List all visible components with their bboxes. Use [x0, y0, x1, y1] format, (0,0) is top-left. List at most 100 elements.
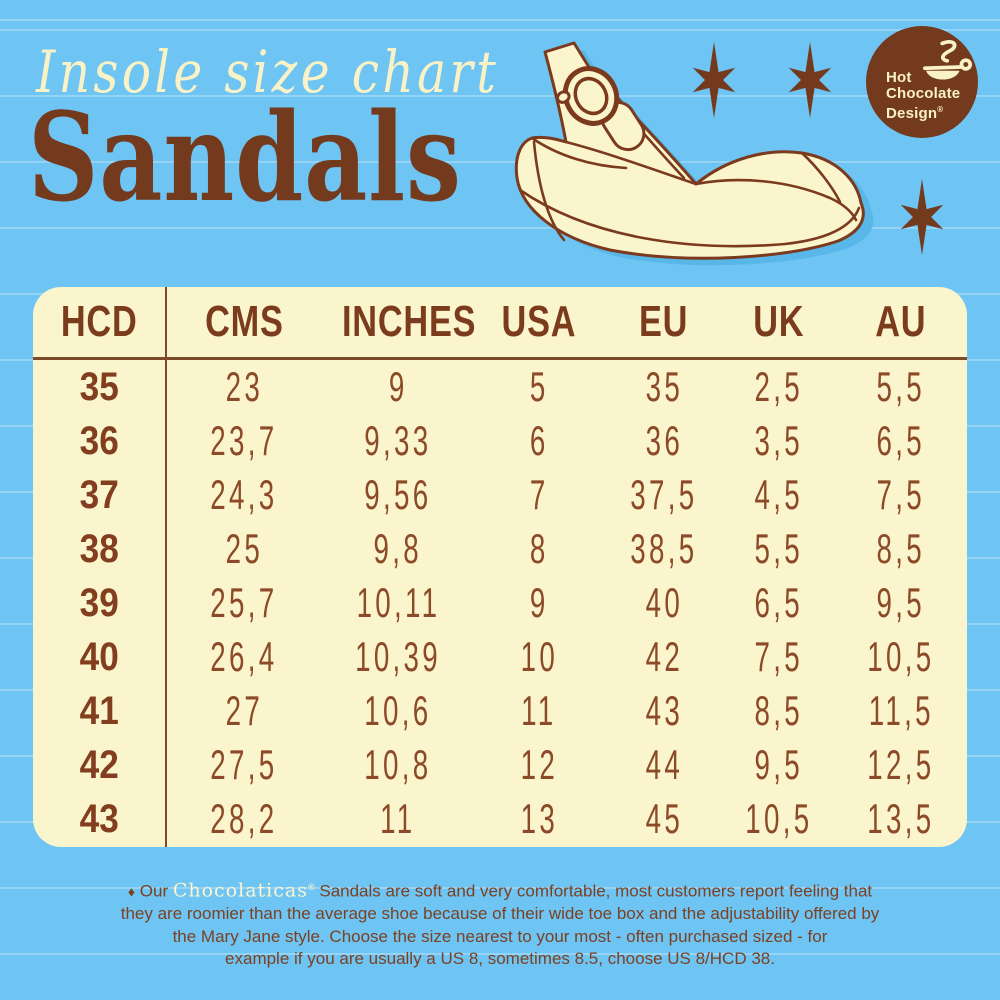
size-value-cell: 10,6 [364, 687, 432, 734]
table-row: 42 27,5 10,8 12 44 9,5 12,5 [33, 738, 967, 792]
size-value-cell: 8,5 [876, 525, 926, 572]
footer-line-4: example if you are usually a US 8, somet… [225, 949, 775, 969]
size-value-cell: 3,5 [754, 417, 804, 464]
size-value-cell: 8,5 [754, 687, 804, 734]
hcd-size-cell: 41 [79, 688, 119, 733]
size-value-cell: 37,5 [630, 471, 698, 518]
registered-mark: ® [937, 105, 944, 114]
size-value-cell: 38,5 [630, 525, 698, 572]
registered-mark: ® [307, 882, 315, 892]
size-value-cell: 35 [645, 363, 683, 410]
sparkle-star-icon [692, 41, 736, 119]
size-value-cell: 9,33 [364, 417, 432, 464]
size-value-cell: 24,3 [210, 471, 278, 518]
size-value-cell: 27 [225, 687, 263, 734]
size-value-cell: 10,39 [355, 633, 441, 680]
footer-note: ♦ Our Chocolaticas® Sandals are soft and… [0, 876, 1000, 971]
size-value-cell: 9,56 [364, 471, 432, 518]
table-row: 37 24,3 9,56 7 37,5 4,5 7,5 [33, 468, 967, 522]
size-value-cell: 10 [520, 633, 558, 680]
hcd-size-cell: 37 [79, 472, 119, 517]
size-value-cell: 28,2 [210, 795, 278, 842]
size-value-cell: 25 [225, 525, 263, 572]
sparkle-star-icon [900, 178, 944, 256]
size-value-cell: 36 [645, 417, 683, 464]
brand-chocolaticas: Chocolaticas [172, 879, 308, 902]
hot-chocolate-cup-icon [923, 39, 972, 80]
footer-line-1: ♦ Our Chocolaticas® Sandals are soft and… [0, 876, 1000, 903]
size-table-body: 35 23 9 5 35 2,5 5,5 36 23,7 9,33 6 36 3,5 6,5 37 24,3 9… [33, 360, 967, 846]
table-row: 41 27 10,6 11 43 8,5 11,5 [33, 684, 967, 738]
sparkle-star-icon [788, 41, 832, 119]
table-row: 38 25 9,8 8 38,5 5,5 8,5 [33, 522, 967, 576]
size-value-cell: 8 [529, 525, 549, 572]
table-row: 35 23 9 5 35 2,5 5,5 [33, 360, 967, 414]
table-row: 36 23,7 9,33 6 36 3,5 6,5 [33, 414, 967, 468]
page-title: Sandals [28, 85, 462, 229]
column-header: CMS [204, 297, 284, 346]
hcd-size-cell: 40 [79, 634, 119, 679]
column-header: EU [639, 297, 689, 346]
size-value-cell: 2,5 [754, 363, 804, 410]
script-subtitle: Insole size chart [36, 38, 500, 106]
size-value-cell: 7 [529, 471, 549, 518]
column-header: AU [875, 297, 927, 346]
footer-line-3: the Mary Jane style. Choose the size nea… [172, 926, 828, 946]
size-table-header: HCD CMS INCHES USA EU UK AU [33, 287, 967, 360]
size-value-cell: 27,5 [210, 741, 278, 788]
size-value-cell: 5 [529, 363, 549, 410]
size-value-cell: 6,5 [876, 417, 926, 464]
size-value-cell: 23 [225, 363, 263, 410]
size-value-cell: 11,5 [868, 687, 934, 734]
size-value-cell: 6,5 [754, 579, 804, 626]
size-value-cell: 23,7 [210, 417, 278, 464]
size-value-cell: 5,5 [876, 363, 926, 410]
size-value-cell: 11 [380, 795, 416, 842]
logo-word-chocolate: Chocolate [886, 85, 961, 102]
diamond-bullet-icon: ♦ [127, 883, 136, 900]
size-value-cell: 12,5 [867, 741, 935, 788]
size-value-cell: 43 [645, 687, 683, 734]
hot-chocolate-design-logo: Hot Chocolate Design® [866, 26, 978, 138]
hcd-size-cell: 43 [79, 796, 119, 841]
size-value-cell: 13 [520, 795, 558, 842]
size-value-cell: 10,5 [745, 795, 813, 842]
size-value-cell: 11 [521, 687, 557, 734]
footer-text: Our [139, 881, 169, 901]
size-value-cell: 5,5 [754, 525, 804, 572]
column-header-hcd: HCD [60, 297, 138, 346]
logo-word-hot: Hot [886, 69, 912, 86]
footer-line-2: they are roomier than the average shoe b… [120, 904, 880, 924]
size-value-cell: 10,11 [356, 579, 440, 626]
wedge-sandal-illustration [514, 41, 874, 266]
size-value-cell: 45 [645, 795, 683, 842]
size-value-cell: 7,5 [876, 471, 926, 518]
size-value-cell: 10,8 [364, 741, 432, 788]
hcd-size-cell: 42 [79, 742, 119, 787]
hcd-size-cell: 39 [79, 580, 119, 625]
hcd-size-cell: 38 [79, 526, 119, 571]
size-value-cell: 40 [645, 579, 683, 626]
size-value-cell: 4,5 [754, 471, 804, 518]
table-row: 40 26,4 10,39 10 42 7,5 10,5 [33, 630, 967, 684]
size-value-cell: 12 [520, 741, 558, 788]
size-value-cell: 9,5 [876, 579, 926, 626]
size-value-cell: 44 [645, 741, 683, 788]
hcd-size-cell: 36 [79, 418, 119, 463]
table-row: 39 25,7 10,11 9 40 6,5 9,5 [33, 576, 967, 630]
size-value-cell: 25,7 [210, 579, 278, 626]
footer-text: Sandals are soft and very comfortable, m… [319, 881, 873, 901]
column-header: UK [753, 297, 805, 346]
size-value-cell: 6 [529, 417, 549, 464]
hcd-size-cell: 35 [79, 364, 119, 409]
size-value-cell: 7,5 [754, 633, 804, 680]
size-value-cell: 9 [388, 363, 408, 410]
size-value-cell: 9,5 [754, 741, 804, 788]
column-header: USA [501, 297, 577, 346]
size-value-cell: 26,4 [210, 633, 278, 680]
size-table: HCD CMS INCHES USA EU UK AU 35 23 9 5 35 2,5 5,5 36 23… [33, 287, 967, 847]
column-header: INCHES [341, 297, 477, 346]
size-value-cell: 9,8 [373, 525, 423, 572]
table-row: 43 28,2 11 13 45 10,5 13,5 [33, 792, 967, 846]
size-value-cell: 9 [529, 579, 549, 626]
